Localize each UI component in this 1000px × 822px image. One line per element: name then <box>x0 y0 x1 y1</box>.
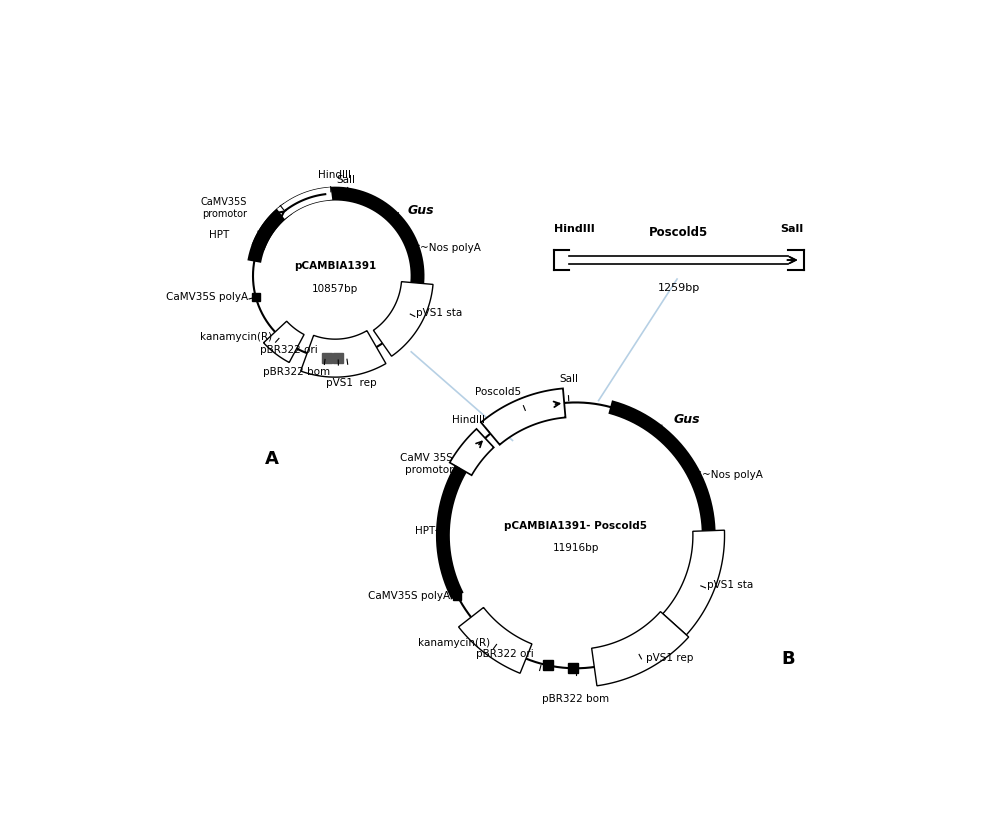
Text: HindIII: HindIII <box>554 224 594 234</box>
Text: 10857bp: 10857bp <box>312 284 358 293</box>
Text: kanamycin(R): kanamycin(R) <box>418 638 490 648</box>
Text: SalI: SalI <box>559 373 578 384</box>
Text: pCAMBIA1391: pCAMBIA1391 <box>294 261 376 271</box>
Text: HPT: HPT <box>209 229 229 240</box>
Polygon shape <box>450 429 494 475</box>
Polygon shape <box>373 282 433 356</box>
Polygon shape <box>459 607 532 673</box>
Text: 1259bp: 1259bp <box>658 283 700 293</box>
Polygon shape <box>481 389 565 445</box>
Text: Poscold5: Poscold5 <box>649 225 708 238</box>
Text: pBR322 ori: pBR322 ori <box>260 345 318 355</box>
Text: HindIII: HindIII <box>452 414 485 425</box>
Text: pVS1  rep: pVS1 rep <box>326 377 377 388</box>
Text: 11916bp: 11916bp <box>553 543 599 553</box>
Text: CaMV35S
promotor: CaMV35S promotor <box>200 197 247 219</box>
Text: B: B <box>781 650 795 667</box>
Polygon shape <box>663 530 725 635</box>
Text: HPT: HPT <box>415 526 435 536</box>
Text: pBR322 bom: pBR322 bom <box>263 367 331 377</box>
Polygon shape <box>264 321 304 363</box>
Polygon shape <box>592 612 689 686</box>
Text: SalI: SalI <box>780 224 804 234</box>
Text: pVS1 sta: pVS1 sta <box>416 308 462 318</box>
Text: ~Nos polyA: ~Nos polyA <box>420 242 481 252</box>
Text: Gus: Gus <box>673 413 700 426</box>
Text: pBR322 ori: pBR322 ori <box>476 649 534 659</box>
Text: pCAMBIA1391- Poscold5: pCAMBIA1391- Poscold5 <box>504 521 647 531</box>
Text: kanamycin(R): kanamycin(R) <box>200 332 273 342</box>
Text: A: A <box>265 450 279 469</box>
Text: Gus: Gus <box>407 204 434 216</box>
Polygon shape <box>301 330 386 377</box>
Text: pVS1 sta: pVS1 sta <box>707 580 753 590</box>
Text: pBR322 bom: pBR322 bom <box>542 694 609 704</box>
Text: CaMV35S polyA: CaMV35S polyA <box>166 292 248 302</box>
Text: SalI: SalI <box>336 175 355 186</box>
Text: HindIII: HindIII <box>318 169 351 180</box>
Text: CaMV35S polyA: CaMV35S polyA <box>368 591 450 601</box>
Text: CaMV 35S
promotor: CaMV 35S promotor <box>400 453 453 474</box>
Text: pVS1 rep: pVS1 rep <box>646 653 693 663</box>
Text: ~Nos polyA: ~Nos polyA <box>702 470 763 480</box>
Text: Poscold5: Poscold5 <box>475 387 521 397</box>
